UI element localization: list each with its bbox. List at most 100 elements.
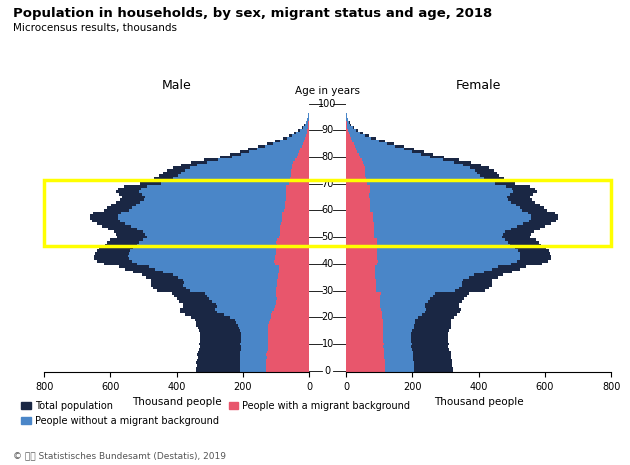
Bar	[216, 303, 309, 305]
Bar	[278, 276, 309, 279]
Bar	[346, 217, 558, 220]
Bar	[281, 222, 309, 225]
Bar	[270, 319, 309, 321]
Bar	[346, 292, 381, 294]
Bar	[346, 132, 363, 134]
Bar	[346, 121, 349, 124]
Text: 100: 100	[318, 99, 337, 109]
Bar	[112, 204, 309, 206]
Bar	[140, 182, 309, 185]
Bar	[119, 193, 309, 196]
Bar	[346, 257, 520, 260]
Bar	[346, 263, 542, 265]
Bar	[290, 177, 309, 180]
Bar	[346, 225, 374, 228]
Bar	[346, 244, 377, 246]
Bar	[91, 214, 309, 217]
Bar	[141, 188, 309, 191]
Bar	[346, 220, 529, 222]
Bar	[130, 249, 309, 252]
Bar	[277, 239, 309, 241]
Bar	[346, 124, 352, 126]
Bar	[346, 241, 377, 244]
Bar	[299, 129, 309, 132]
Bar	[346, 359, 452, 361]
Bar	[280, 228, 309, 231]
Bar	[197, 359, 309, 361]
Bar	[241, 337, 309, 340]
Bar	[346, 228, 374, 231]
Bar	[346, 252, 520, 254]
Bar	[346, 367, 385, 369]
Text: 0: 0	[324, 365, 331, 376]
Bar	[120, 212, 309, 214]
Bar	[346, 142, 354, 145]
Bar	[258, 145, 309, 148]
Bar	[277, 244, 309, 246]
Bar	[163, 271, 309, 273]
Bar	[346, 124, 350, 126]
Bar	[119, 265, 309, 268]
Bar	[307, 132, 309, 134]
Bar	[132, 206, 309, 209]
Bar	[271, 313, 309, 316]
Bar	[220, 156, 309, 159]
Bar	[346, 217, 374, 220]
Bar	[346, 177, 484, 180]
Bar	[117, 236, 309, 239]
Bar	[346, 150, 423, 153]
Bar	[346, 329, 412, 332]
Bar	[346, 142, 387, 145]
Bar	[285, 204, 309, 206]
Bar	[297, 156, 309, 159]
Bar	[346, 337, 383, 340]
Bar	[346, 129, 358, 132]
Bar	[346, 140, 352, 142]
Bar	[346, 268, 520, 271]
Bar	[346, 201, 370, 204]
Bar	[346, 289, 485, 292]
Bar	[129, 252, 309, 254]
Bar	[346, 126, 348, 129]
Bar	[346, 297, 430, 300]
Bar	[346, 263, 377, 265]
Bar	[346, 148, 357, 150]
Bar	[346, 337, 448, 340]
Bar	[346, 191, 513, 193]
Bar	[346, 316, 418, 319]
Bar	[132, 260, 309, 263]
Bar	[346, 351, 384, 353]
Bar	[149, 180, 309, 182]
Bar	[346, 271, 512, 273]
Bar	[346, 182, 367, 185]
Bar	[285, 188, 309, 191]
Bar	[276, 292, 309, 294]
Bar	[346, 356, 384, 359]
Bar	[173, 273, 309, 276]
Bar	[195, 319, 309, 321]
Bar	[212, 300, 309, 303]
Bar	[346, 174, 480, 177]
Bar	[346, 132, 349, 134]
Bar	[142, 193, 309, 196]
Bar	[266, 142, 309, 145]
Bar	[241, 348, 309, 351]
Bar	[346, 180, 508, 182]
Bar	[346, 286, 376, 289]
Bar	[172, 292, 309, 294]
Text: Male: Male	[162, 79, 192, 92]
Bar	[183, 279, 309, 281]
Bar	[167, 169, 309, 172]
Bar	[346, 180, 366, 182]
Bar	[276, 249, 309, 252]
Bar	[268, 332, 309, 335]
Bar	[235, 319, 309, 321]
Bar	[144, 199, 309, 201]
Bar	[346, 118, 348, 121]
Bar	[346, 225, 545, 228]
Bar	[346, 231, 534, 233]
Bar	[275, 305, 309, 308]
Bar	[346, 263, 511, 265]
Bar	[147, 236, 309, 239]
Bar	[346, 231, 505, 233]
